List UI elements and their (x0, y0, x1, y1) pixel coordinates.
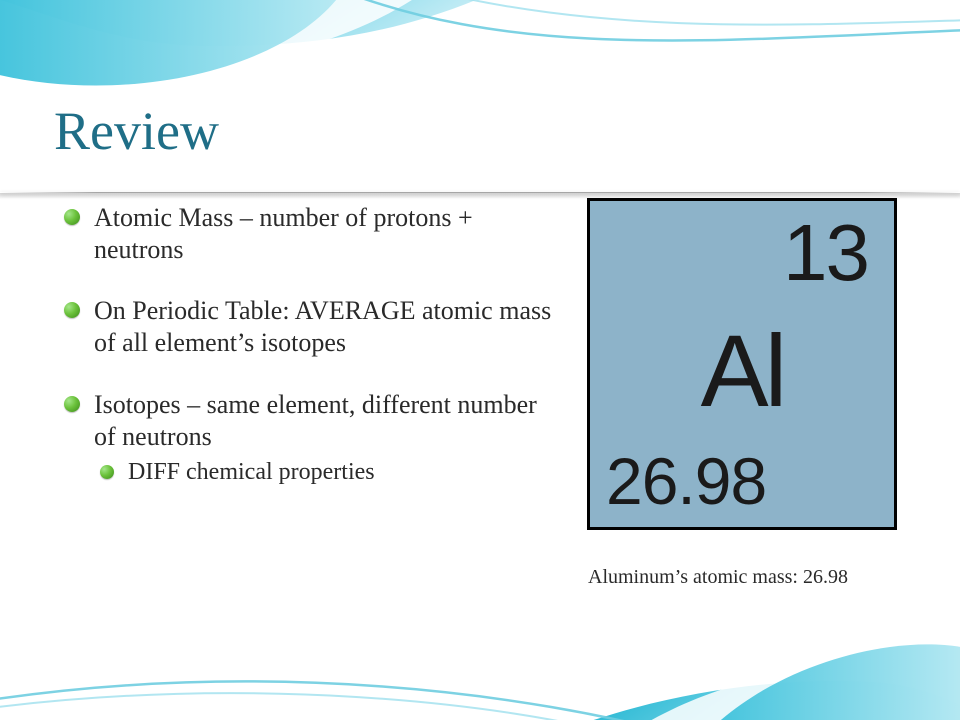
content-row: Atomic Mass – number of protons + neutro… (60, 202, 900, 589)
bullet-text: On Periodic Table: AVERAGE atomic mass o… (94, 296, 551, 357)
figure-caption: Aluminum’s atomic mass: 26.98 (584, 566, 900, 589)
list-item: Atomic Mass – number of protons + neutro… (60, 202, 560, 265)
element-symbol: Al (590, 313, 894, 430)
element-tile-border: 13 Al 26.98 (587, 198, 897, 530)
slide: Review Atomic Mass – number of protons +… (0, 0, 960, 720)
list-item: On Periodic Table: AVERAGE atomic mass o… (60, 295, 560, 358)
atomic-number: 13 (783, 207, 868, 299)
atomic-mass: 26.98 (606, 443, 766, 519)
list-item: Isotopes – same element, different numbe… (60, 389, 560, 488)
bullet-text: Atomic Mass – number of protons + neutro… (94, 203, 473, 264)
page-title: Review (54, 100, 900, 162)
figure-column: 13 Al 26.98 Aluminum’s atomic mass: 26.9… (584, 198, 900, 589)
list-item: DIFF chemical properties (94, 458, 560, 487)
bullet-text: DIFF chemical properties (128, 459, 375, 485)
element-tile: 13 Al 26.98 (590, 201, 894, 527)
bullet-text: Isotopes – same element, different numbe… (94, 390, 537, 451)
bullet-column: Atomic Mass – number of protons + neutro… (60, 202, 560, 518)
title-underline (0, 192, 960, 193)
